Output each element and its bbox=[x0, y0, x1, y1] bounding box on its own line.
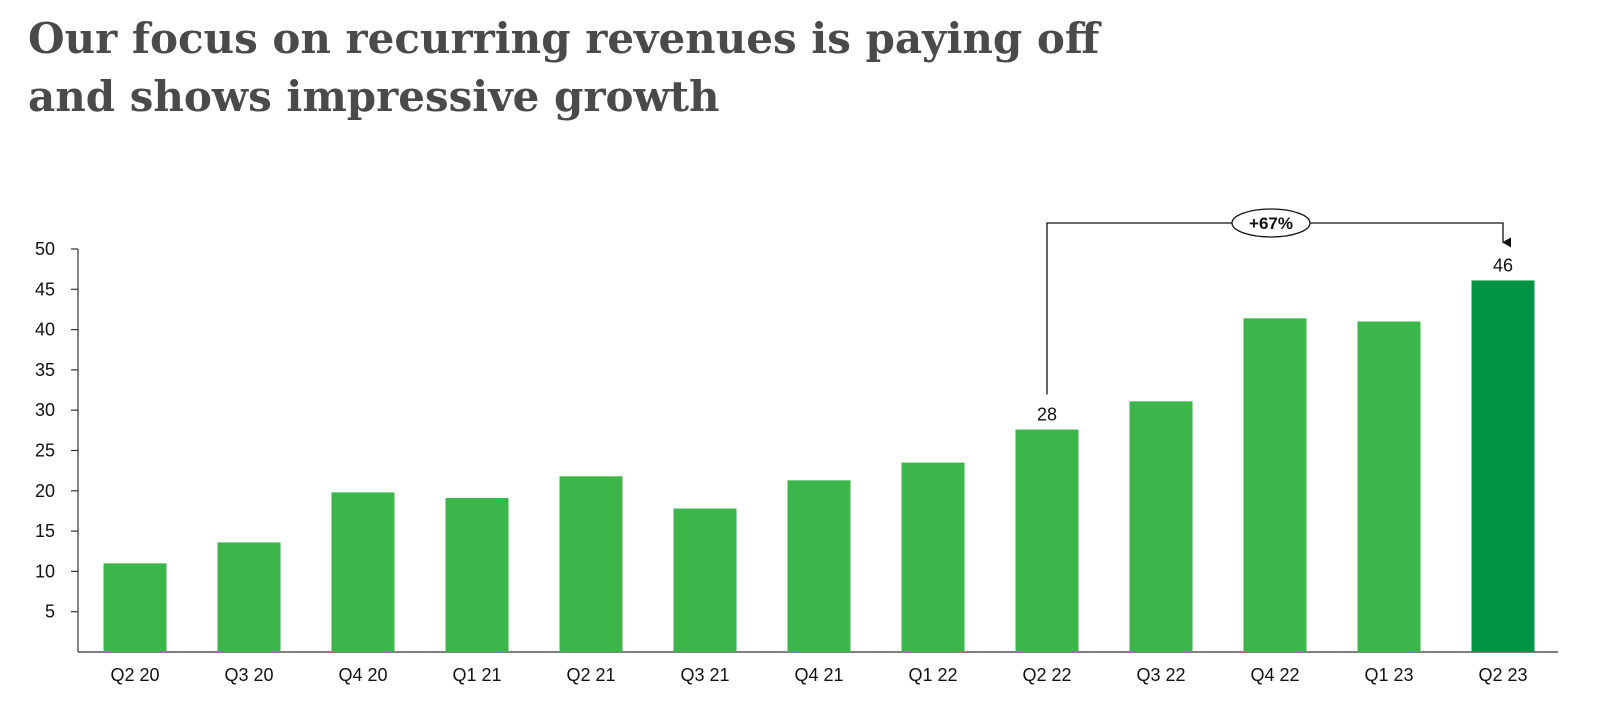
bar bbox=[673, 508, 737, 652]
x-tick-label: Q4 22 bbox=[1250, 665, 1299, 685]
x-tick-label: Q3 21 bbox=[680, 665, 729, 685]
x-tick-label: Q3 22 bbox=[1136, 665, 1185, 685]
bar bbox=[559, 476, 623, 652]
y-tick-label: 50 bbox=[35, 239, 55, 259]
title-line-1: Our focus on recurring revenues is payin… bbox=[28, 14, 1100, 63]
y-tick-label: 30 bbox=[35, 400, 55, 420]
data-labels: 28 46 bbox=[1037, 255, 1513, 424]
x-tick-label: Q1 22 bbox=[908, 665, 957, 685]
x-tick-label: Q1 21 bbox=[452, 665, 501, 685]
y-tick-label: 10 bbox=[35, 561, 55, 581]
bar bbox=[1243, 318, 1307, 652]
data-label: 46 bbox=[1493, 255, 1513, 275]
bar bbox=[1471, 280, 1535, 652]
y-tick-label: 25 bbox=[35, 441, 55, 461]
growth-annotation: +67% bbox=[1046, 208, 1511, 395]
y-tick-label: 5 bbox=[45, 602, 55, 622]
x-tick-label: Q2 20 bbox=[110, 665, 159, 685]
x-tick-label: Q2 23 bbox=[1478, 665, 1527, 685]
bar bbox=[445, 498, 509, 652]
x-axis: Q2 20 Q3 20 Q4 20 Q1 21 Q2 21 Q3 21 Q4 21 Q1 22… bbox=[78, 651, 1558, 685]
title-line-2: and shows impressive growth bbox=[28, 72, 720, 121]
x-tick-label: Q2 21 bbox=[566, 665, 615, 685]
data-label: 28 bbox=[1037, 405, 1057, 425]
x-tick-label: Q3 20 bbox=[224, 665, 273, 685]
bar bbox=[103, 563, 167, 652]
y-tick-label: 40 bbox=[35, 320, 55, 340]
x-tick-label: Q1 23 bbox=[1364, 665, 1413, 685]
y-tick-label: 20 bbox=[35, 481, 55, 501]
bar bbox=[1015, 429, 1079, 652]
growth-oval bbox=[1231, 208, 1311, 238]
y-axis: 5 10 15 20 25 30 35 40 45 50 bbox=[35, 239, 79, 652]
bar bbox=[331, 492, 395, 652]
x-tick-label: Q2 22 bbox=[1022, 665, 1071, 685]
bar bbox=[901, 462, 965, 652]
y-tick-label: 45 bbox=[35, 279, 55, 299]
x-tick-label: Q4 20 bbox=[338, 665, 387, 685]
bar bbox=[1357, 321, 1421, 652]
x-tick-label: Q4 21 bbox=[794, 665, 843, 685]
y-tick-label: 35 bbox=[35, 360, 55, 380]
bars bbox=[103, 280, 1535, 652]
growth-label: +67% bbox=[1249, 214, 1293, 233]
bar bbox=[217, 542, 281, 652]
bar bbox=[787, 480, 851, 652]
y-tick-label: 15 bbox=[35, 521, 55, 541]
page-title: Our focus on recurring revenues is payin… bbox=[28, 10, 1178, 126]
bar bbox=[1129, 401, 1193, 652]
